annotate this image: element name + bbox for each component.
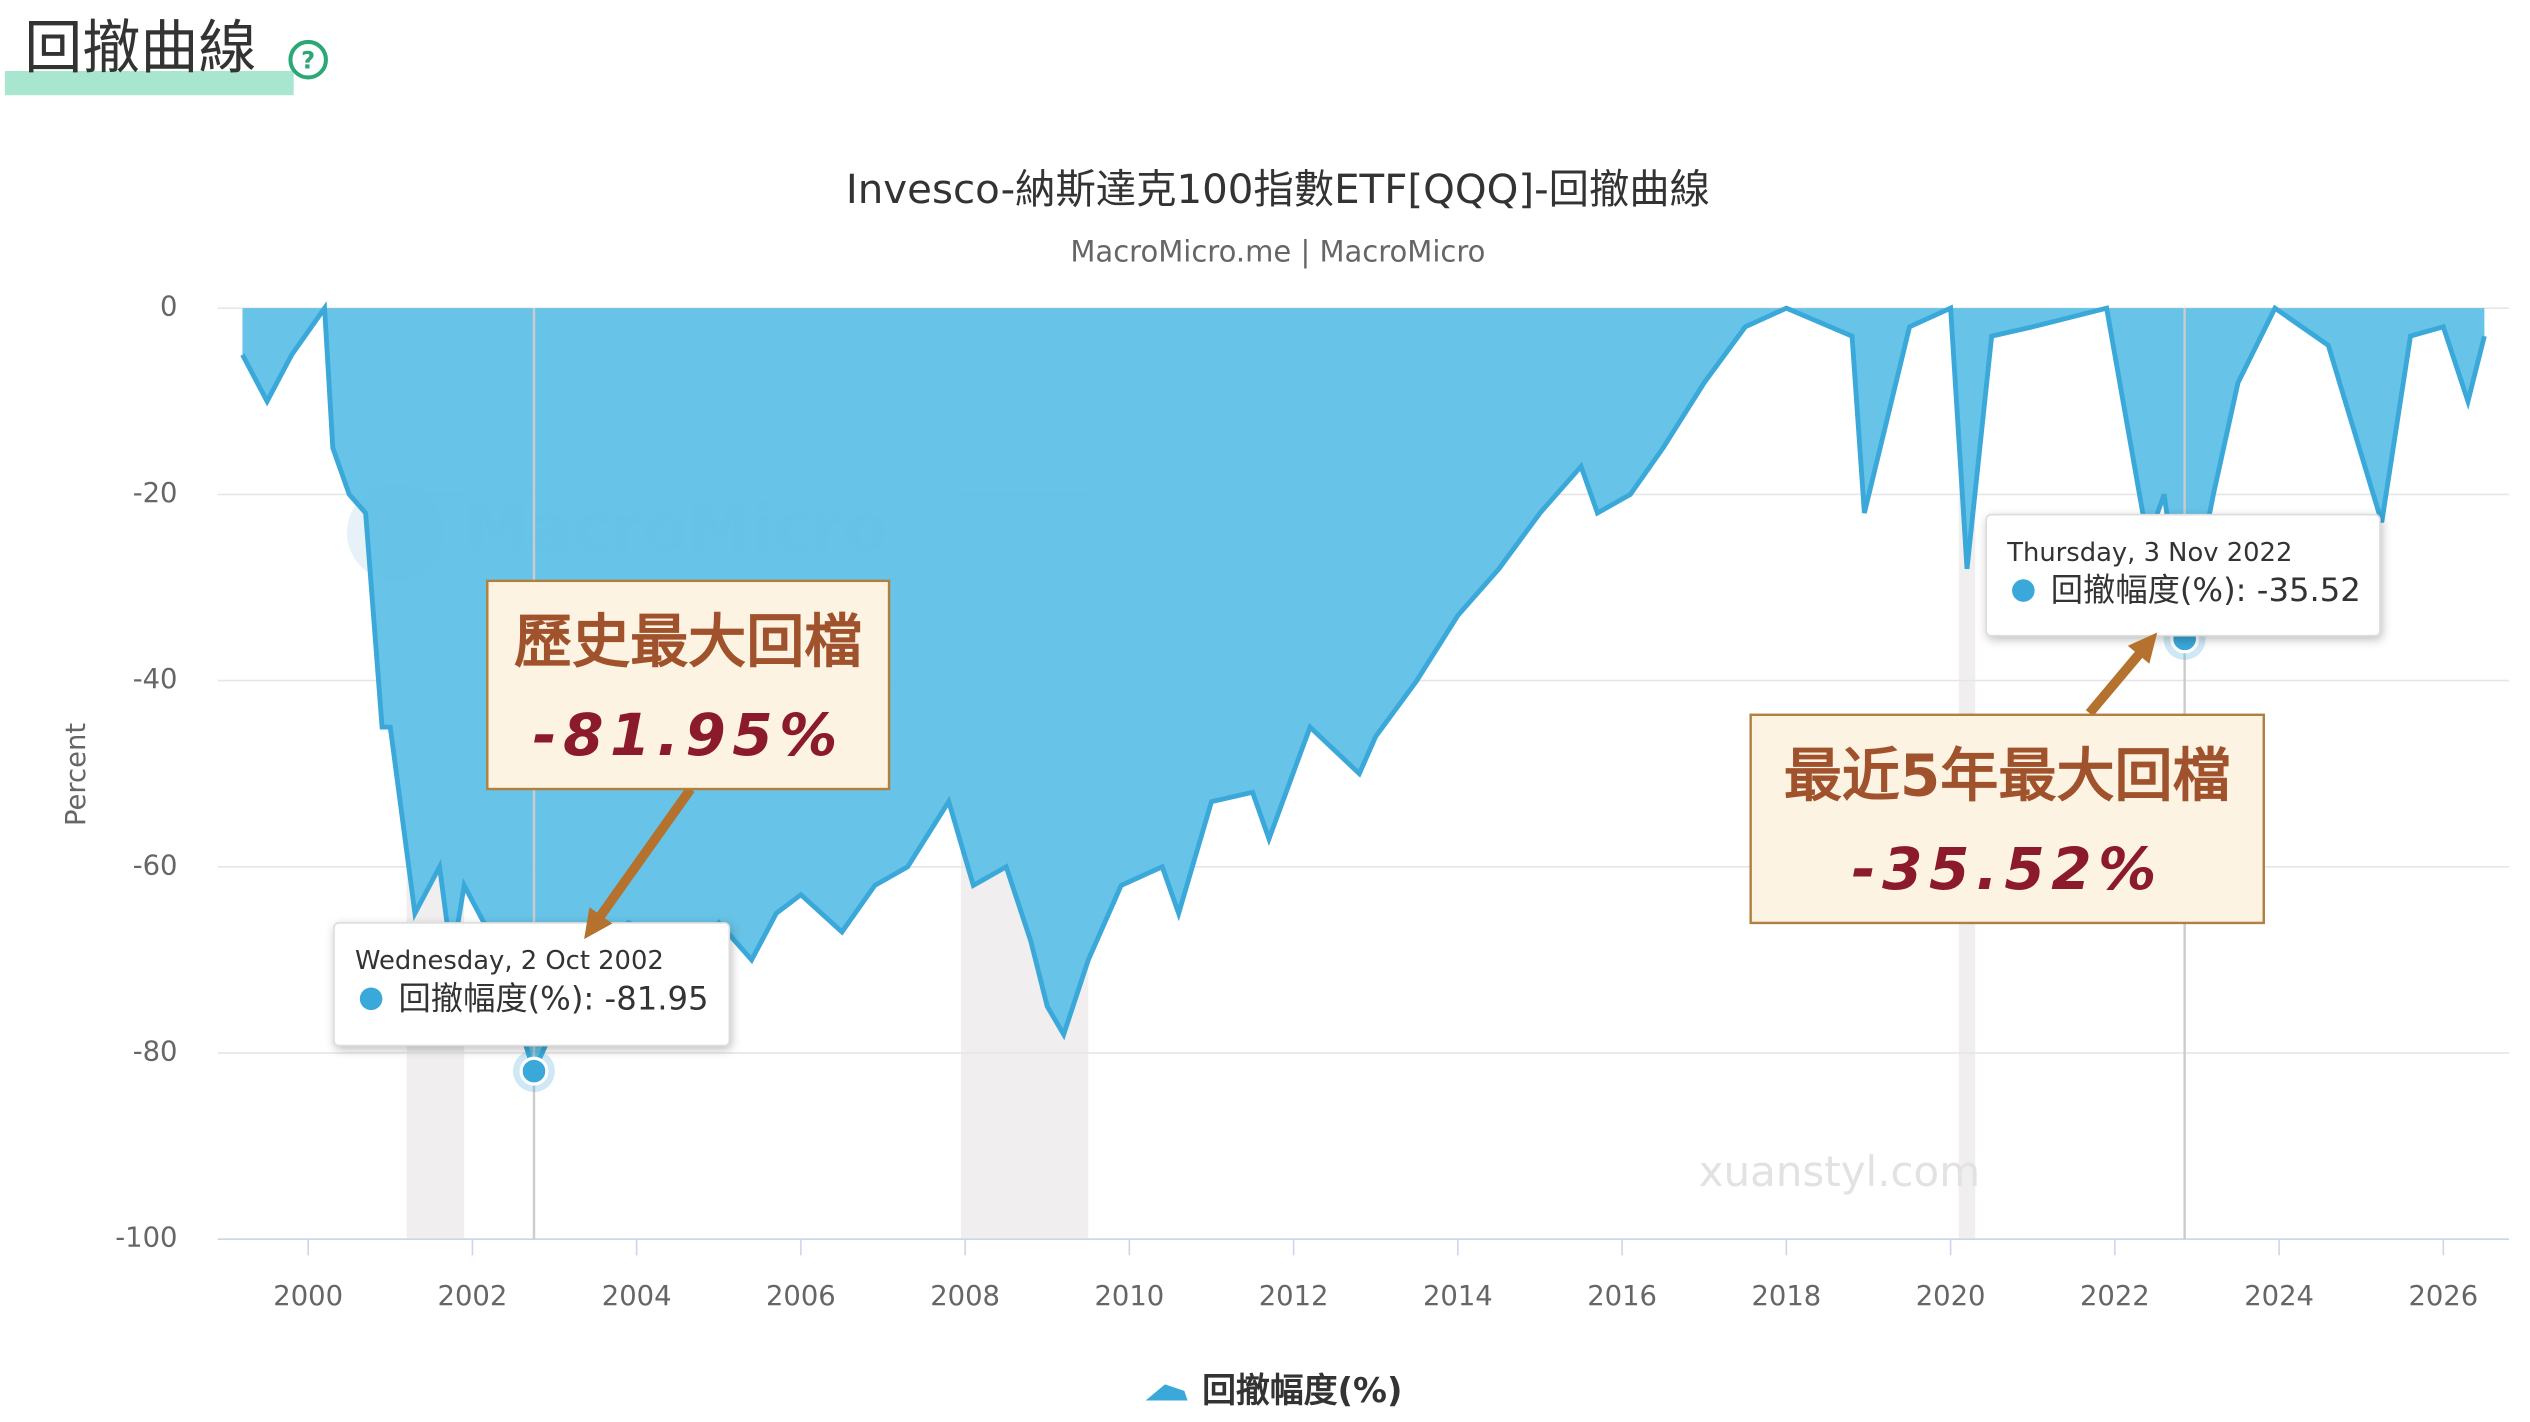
chart-title: Invesco-納斯達克100指數ETF[QQQ]-回撤曲線	[846, 166, 1710, 213]
drawdown-area	[242, 308, 2485, 1072]
tooltip-value: 回撤幅度(%): -81.95	[399, 979, 709, 1017]
x-tick-label: 2026	[2408, 1281, 2478, 1312]
x-tick-label: 2016	[1587, 1281, 1657, 1312]
y-tick-label: -100	[115, 1223, 177, 1254]
highlight-point	[519, 1056, 549, 1086]
y-axis-label: Percent	[61, 723, 92, 826]
annotation-value: -35.52%	[1852, 835, 2163, 903]
annotation-arrow	[591, 786, 695, 927]
x-tick-label: 2008	[930, 1281, 1000, 1312]
y-tick-label: -20	[133, 478, 178, 509]
help-icon[interactable]	[288, 39, 328, 80]
x-tick-label: 2004	[602, 1281, 672, 1312]
annotation-title: 最近5年最大回檔	[1784, 741, 2231, 809]
y-tick-label: 0	[160, 292, 177, 323]
page-title: 回撤曲線	[24, 14, 256, 82]
x-tick-label: 2002	[438, 1281, 508, 1312]
annotation-arrow	[2085, 644, 2149, 717]
watermark: xuanstyl.com	[1699, 1147, 1980, 1196]
tooltip	[333, 922, 731, 1047]
annotation-box	[1749, 713, 2265, 925]
x-tick-label: 2010	[1095, 1281, 1165, 1312]
x-tick-label: 2018	[1751, 1281, 1821, 1312]
tooltip	[1985, 513, 2381, 637]
legend-label: 回撤幅度(%)	[1202, 1371, 1402, 1410]
legend-icon	[1145, 1384, 1188, 1401]
tooltip-dot	[2012, 579, 2035, 602]
title-underline	[4, 70, 294, 96]
x-tick-label: 2022	[2080, 1281, 2150, 1312]
x-tick-label: 2000	[273, 1281, 343, 1312]
x-tick-label: 2024	[2244, 1281, 2314, 1312]
y-tick-label: -40	[133, 664, 178, 695]
help-icon-text[interactable]: ?	[301, 46, 315, 74]
annotation-value: -81.95%	[533, 701, 844, 769]
x-tick-label: 2014	[1423, 1281, 1493, 1312]
x-tick-label: 2012	[1259, 1281, 1329, 1312]
tooltip-dot	[359, 987, 383, 1011]
annotation-arrowhead	[2127, 632, 2158, 664]
tooltip-date: Thursday, 3 Nov 2022	[2006, 538, 2292, 568]
chart-subtitle: MacroMicro.me | MacroMicro	[1070, 234, 1485, 268]
x-tick-label: 2020	[1916, 1281, 1986, 1312]
tooltip-date: Wednesday, 2 Oct 2002	[355, 946, 664, 976]
annotation-arrowhead	[584, 907, 613, 940]
tooltip-value: 回撤幅度(%): -35.52	[2051, 571, 2361, 609]
y-tick-label: -80	[133, 1036, 178, 1067]
drawdown-line	[240, 301, 2487, 1078]
annotation-title: 歷史最大回檔	[514, 608, 862, 676]
x-tick-label: 2006	[766, 1281, 836, 1312]
y-tick-label: -60	[133, 850, 178, 881]
annotation-box	[486, 579, 891, 791]
